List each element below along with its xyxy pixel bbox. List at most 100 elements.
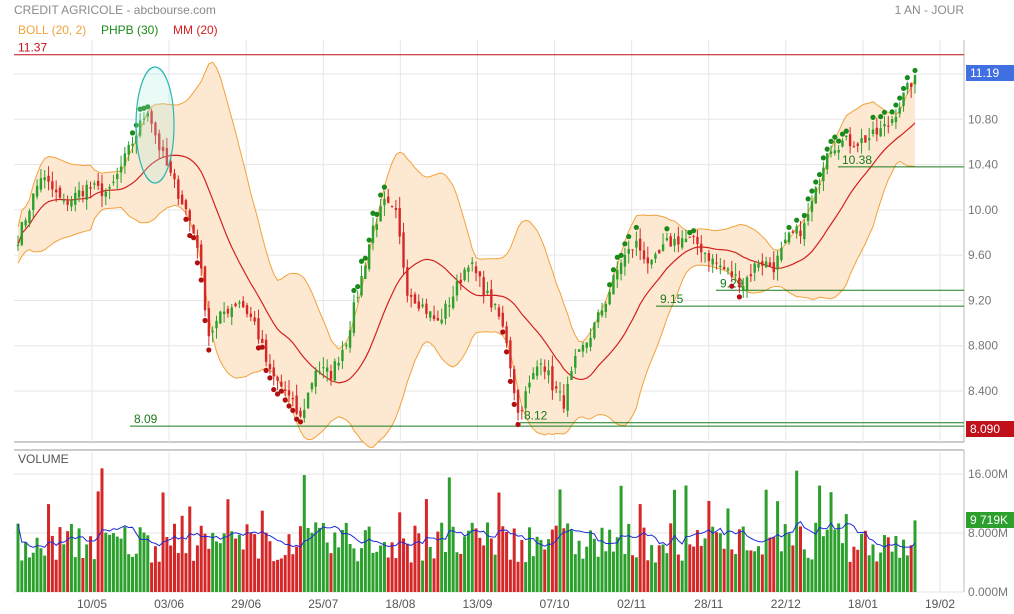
candle-body bbox=[20, 222, 24, 245]
last-price-tag-text: 11.19 bbox=[970, 66, 999, 80]
date-tick-label: 22/12 bbox=[771, 597, 801, 611]
volume-bar bbox=[237, 534, 241, 592]
phpb-low-marker bbox=[267, 375, 273, 381]
volume-bar bbox=[879, 552, 883, 592]
phpb-high-marker bbox=[362, 255, 368, 261]
volume-bar bbox=[833, 529, 837, 592]
volume-bar bbox=[379, 545, 383, 592]
volume-bar bbox=[757, 546, 761, 592]
phpb-low-marker bbox=[202, 317, 208, 324]
candle-body bbox=[902, 92, 905, 106]
date-tick-label: 18/01 bbox=[848, 597, 878, 611]
candle-body bbox=[375, 224, 378, 230]
volume-bar bbox=[169, 545, 173, 592]
volume-bar bbox=[634, 557, 638, 592]
volume-bar bbox=[382, 542, 386, 592]
volume-bar bbox=[47, 504, 51, 592]
volume-bar bbox=[798, 526, 802, 592]
volume-bar bbox=[287, 534, 291, 592]
phpb-low-marker bbox=[511, 401, 517, 407]
candle-body bbox=[810, 201, 814, 212]
period-label[interactable]: 1 AN - JOUR bbox=[895, 3, 965, 17]
volume-bar bbox=[760, 554, 764, 592]
candle-body bbox=[28, 210, 31, 223]
volume-bar bbox=[631, 555, 635, 592]
candle-body bbox=[154, 122, 157, 136]
candle-body bbox=[528, 382, 531, 388]
volume-bar bbox=[676, 554, 680, 592]
volume-bar bbox=[195, 545, 199, 592]
phpb-low-marker bbox=[198, 277, 204, 283]
volume-bar bbox=[825, 529, 829, 592]
volume-bar bbox=[550, 529, 554, 592]
candle-body bbox=[631, 249, 634, 251]
phpb-high-marker bbox=[897, 95, 903, 101]
candle-body bbox=[325, 367, 329, 372]
volume-bar bbox=[138, 527, 142, 592]
candle-body bbox=[703, 253, 707, 255]
candle-body bbox=[532, 373, 535, 380]
volume-bar bbox=[611, 551, 615, 592]
candle-body bbox=[62, 199, 66, 202]
volume-bar bbox=[886, 537, 890, 592]
phpb-low-marker bbox=[736, 294, 743, 300]
phpb-low-marker bbox=[729, 283, 735, 289]
volume-bar bbox=[218, 543, 222, 592]
candle-body bbox=[257, 318, 260, 340]
volume-bar bbox=[176, 553, 180, 592]
candle-body bbox=[131, 143, 134, 146]
volume-bar bbox=[867, 555, 871, 592]
volume-bar bbox=[253, 534, 257, 592]
candle-body bbox=[474, 266, 478, 274]
candle-body bbox=[127, 144, 130, 155]
candle-body bbox=[787, 232, 791, 243]
volume-bar bbox=[840, 543, 844, 592]
volume-bar bbox=[772, 536, 776, 592]
candle-body bbox=[51, 181, 54, 190]
candle-body bbox=[848, 134, 852, 147]
reference-label: 11.37 bbox=[18, 41, 47, 55]
candle-body bbox=[96, 180, 100, 186]
date-tick-label: 25/07 bbox=[308, 597, 338, 611]
phpb-high-marker bbox=[129, 130, 136, 136]
candle-body bbox=[222, 311, 226, 315]
candle-body bbox=[913, 75, 917, 85]
phpb-high-marker bbox=[904, 75, 910, 81]
volume-bar bbox=[569, 530, 573, 592]
candle-body bbox=[490, 289, 493, 308]
phpb-high-marker bbox=[381, 184, 388, 190]
volume-bar bbox=[791, 545, 795, 592]
volume-bar bbox=[24, 542, 28, 592]
candle-body bbox=[455, 280, 459, 296]
volume-bar bbox=[497, 492, 501, 592]
candle-body bbox=[463, 269, 466, 281]
candle-body bbox=[47, 175, 50, 182]
volume-bar bbox=[363, 530, 367, 592]
volume-bar bbox=[821, 536, 825, 592]
candle-body bbox=[871, 129, 875, 135]
candle-body bbox=[398, 208, 401, 237]
volume-bar bbox=[524, 562, 528, 592]
volume-bar bbox=[455, 552, 459, 592]
volume-bar bbox=[520, 539, 524, 592]
volume-bar bbox=[367, 526, 371, 592]
candle-body bbox=[654, 254, 657, 259]
volume-bar bbox=[96, 491, 100, 592]
candle-body bbox=[860, 138, 863, 144]
candle-body bbox=[360, 276, 363, 296]
candle-body bbox=[341, 349, 344, 362]
reference-label: 9.15 bbox=[660, 292, 684, 306]
volume-bar bbox=[882, 535, 886, 592]
date-tick-label: 28/11 bbox=[694, 597, 723, 611]
candle-body bbox=[471, 262, 474, 264]
volume-bar bbox=[905, 555, 909, 592]
candle-body bbox=[486, 290, 489, 293]
phpb-low-marker bbox=[290, 407, 296, 414]
volume-bar bbox=[111, 533, 115, 592]
candle-body bbox=[352, 302, 356, 333]
volume-bar bbox=[470, 522, 474, 592]
price-tick-label: 8.400 bbox=[968, 384, 998, 398]
volume-bar bbox=[207, 548, 211, 592]
candle-body bbox=[589, 337, 592, 347]
candle-body bbox=[261, 338, 264, 344]
